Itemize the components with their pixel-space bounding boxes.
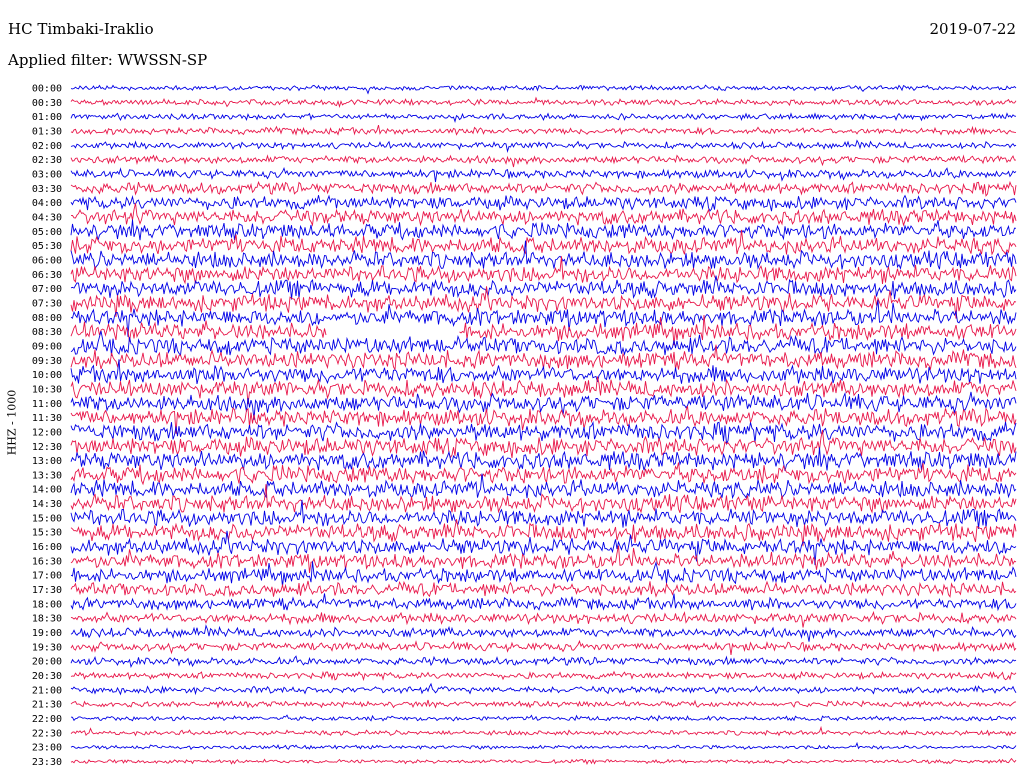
seismic-trace xyxy=(70,682,1017,696)
seismic-trace xyxy=(70,203,1017,227)
row-time-label: 06:30 xyxy=(32,270,62,281)
seismic-trace xyxy=(70,314,1017,346)
row-time-label: 19:30 xyxy=(32,642,62,653)
row-time-label: 16:30 xyxy=(32,556,62,567)
row-time-label: 12:30 xyxy=(32,442,62,453)
seismic-trace xyxy=(70,610,1017,628)
seismic-trace xyxy=(70,462,1017,486)
row-time-label: 13:30 xyxy=(32,470,62,481)
seismic-trace xyxy=(70,194,1017,212)
row-time-label: 10:00 xyxy=(32,370,62,381)
row-time-label: 15:30 xyxy=(32,528,62,539)
row-time-label: 02:30 xyxy=(32,155,62,166)
row-time-label: 01:30 xyxy=(32,126,62,137)
row-time-label: 22:00 xyxy=(32,714,62,725)
seismic-trace xyxy=(70,499,1017,529)
seismic-trace xyxy=(70,545,1017,574)
row-time-label: 20:30 xyxy=(32,671,62,682)
seismic-trace xyxy=(70,300,1017,337)
row-time-label: 14:00 xyxy=(32,485,62,496)
seismic-trace xyxy=(70,406,1017,434)
row-time-label: 13:00 xyxy=(32,456,62,467)
row-time-label: 21:00 xyxy=(32,685,62,696)
row-time-label: 17:30 xyxy=(32,585,62,596)
row-time-label: 00:30 xyxy=(32,98,62,109)
row-time-label: 02:00 xyxy=(32,141,62,152)
filter-label: Applied filter: WWSSN-SP xyxy=(8,51,208,69)
row-time-label: 17:00 xyxy=(32,571,62,582)
row-time-label: 06:00 xyxy=(32,255,62,266)
seismic-trace xyxy=(70,447,1017,471)
seismic-trace xyxy=(70,286,1017,319)
row-time-label: 03:30 xyxy=(32,184,62,195)
seismic-trace xyxy=(70,376,1017,405)
row-time-label: 09:00 xyxy=(32,341,62,352)
row-time-label: 16:00 xyxy=(32,542,62,553)
station-title: HC Timbaki-Iraklio xyxy=(8,20,154,38)
seismic-trace xyxy=(70,330,1017,357)
row-time-label: 11:30 xyxy=(32,413,62,424)
row-time-label: 15:00 xyxy=(32,513,62,524)
seismic-trace xyxy=(70,639,1017,656)
row-time-label: 03:00 xyxy=(32,169,62,180)
seismic-trace xyxy=(70,275,1017,300)
row-time-label: 19:00 xyxy=(32,628,62,639)
seismic-trace xyxy=(70,180,1017,197)
row-time-label: 08:30 xyxy=(32,327,62,338)
row-time-label: 23:00 xyxy=(32,743,62,754)
seismic-trace xyxy=(70,96,1017,109)
row-time-label: 14:30 xyxy=(32,499,62,510)
row-time-label: 18:30 xyxy=(32,614,62,625)
seismic-trace xyxy=(70,530,1017,566)
seismic-trace xyxy=(70,167,1017,183)
row-time-label: 00:00 xyxy=(32,84,62,95)
seismic-trace xyxy=(70,714,1017,722)
seismic-trace xyxy=(70,593,1017,612)
row-time-label: 01:00 xyxy=(32,112,62,123)
row-time-label: 20:00 xyxy=(32,657,62,668)
row-time-label: 05:00 xyxy=(32,227,62,238)
seismic-trace xyxy=(70,154,1016,168)
row-time-label: 09:30 xyxy=(32,356,62,367)
seismic-trace xyxy=(70,484,1017,514)
seismic-trace xyxy=(70,139,1017,153)
seismic-trace xyxy=(70,256,1017,285)
seismic-trace xyxy=(70,420,1017,446)
row-time-label: 07:00 xyxy=(32,284,62,295)
row-time-label: 10:30 xyxy=(32,384,62,395)
row-time-label: 18:00 xyxy=(32,599,62,610)
date-label: 2019-07-22 xyxy=(929,20,1016,38)
row-time-label: 04:00 xyxy=(32,198,62,209)
seismic-trace xyxy=(70,757,1017,766)
row-time-label: 12:00 xyxy=(32,427,62,438)
seismic-trace xyxy=(70,699,1017,709)
seismic-trace xyxy=(70,741,1017,751)
seismic-trace xyxy=(70,240,1017,270)
seismic-trace xyxy=(70,219,1017,241)
row-time-label: 05:30 xyxy=(32,241,62,252)
seismic-trace xyxy=(70,112,1017,123)
row-time-label: 07:30 xyxy=(32,298,62,309)
seismic-trace xyxy=(70,391,1017,420)
seismic-trace xyxy=(70,124,1017,136)
row-time-label: 08:00 xyxy=(32,313,62,324)
seismic-trace xyxy=(70,229,1017,256)
seismic-trace xyxy=(70,84,1017,95)
seismic-trace xyxy=(70,655,1017,669)
seismic-trace xyxy=(70,670,1017,682)
row-time-label: 11:00 xyxy=(32,399,62,410)
seismic-trace xyxy=(70,473,1017,500)
seismic-trace xyxy=(70,624,1017,642)
row-time-label: 04:30 xyxy=(32,212,62,223)
row-time-label: 21:30 xyxy=(32,700,62,711)
seismic-trace xyxy=(70,560,1017,587)
row-time-label: 23:30 xyxy=(32,757,62,768)
seismic-trace xyxy=(70,725,1017,737)
seismic-trace xyxy=(70,429,1017,459)
row-time-label: 22:30 xyxy=(32,728,62,739)
seismic-trace xyxy=(70,580,1017,598)
seismic-trace xyxy=(70,359,1017,385)
